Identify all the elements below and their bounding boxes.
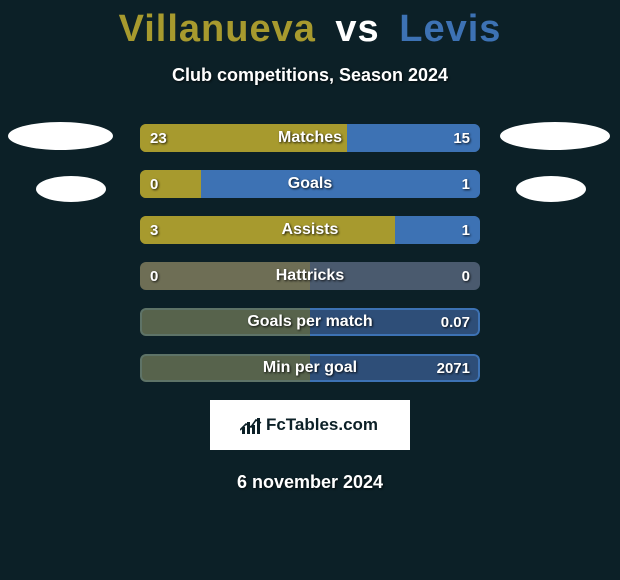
chart-icon <box>242 416 260 434</box>
stat-row: 0.07Goals per match <box>140 308 480 336</box>
player2-name: Levis <box>399 8 501 50</box>
stat-row: 2315Matches <box>140 124 480 152</box>
stat-label: Matches <box>140 124 480 152</box>
stat-label: Min per goal <box>140 354 480 382</box>
badge-text: FcTables.com <box>266 415 378 435</box>
stat-row: 00Hattricks <box>140 262 480 290</box>
site-badge: FcTables.com <box>210 400 410 450</box>
stat-row: 01Goals <box>140 170 480 198</box>
player1-name: Villanueva <box>119 8 316 50</box>
date-label: 6 november 2024 <box>0 472 620 493</box>
stat-label: Assists <box>140 216 480 244</box>
vs-label: vs <box>335 8 379 50</box>
stat-row: 2071Min per goal <box>140 354 480 382</box>
stat-label: Goals per match <box>140 308 480 336</box>
comparison-bars: 2315Matches 01Goals 31Assists 00Hattricks 0.… <box>0 124 620 382</box>
stat-label: Goals <box>140 170 480 198</box>
comparison-title: Villanueva vs Levis <box>0 0 620 51</box>
subtitle: Club competitions, Season 2024 <box>0 65 620 86</box>
stat-row: 31Assists <box>140 216 480 244</box>
stat-label: Hattricks <box>140 262 480 290</box>
